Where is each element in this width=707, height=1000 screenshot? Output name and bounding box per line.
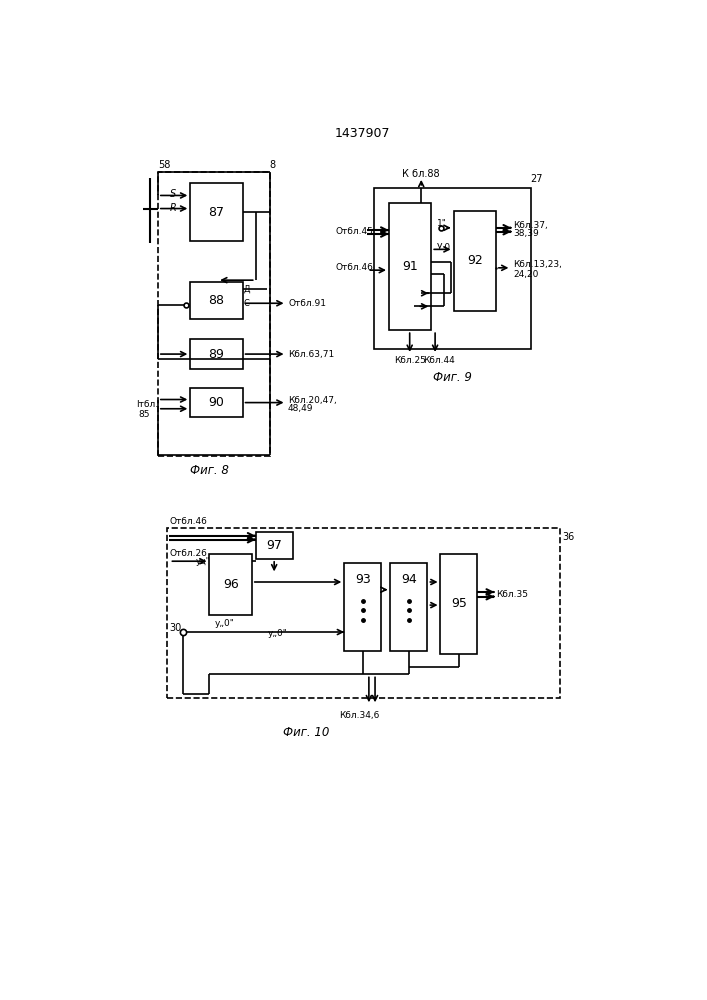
Bar <box>373 188 532 349</box>
Text: у„0": у„0" <box>215 619 235 628</box>
Text: R: R <box>170 203 177 213</box>
Text: Отбл.91: Отбл.91 <box>288 299 326 308</box>
Text: Кбл.37,: Кбл.37, <box>513 221 548 230</box>
Text: 92: 92 <box>467 254 483 267</box>
Bar <box>209 554 252 615</box>
Text: 90: 90 <box>209 396 224 409</box>
Bar <box>440 554 477 654</box>
Text: 48,49: 48,49 <box>288 404 313 413</box>
Text: 24,20: 24,20 <box>513 269 538 278</box>
Text: 94: 94 <box>401 573 417 586</box>
Text: 1437907: 1437907 <box>334 127 390 140</box>
Text: Фиг. 9: Фиг. 9 <box>433 371 472 384</box>
Text: 89: 89 <box>209 348 224 361</box>
Bar <box>158 172 269 456</box>
Bar <box>190 339 243 369</box>
Text: 27: 27 <box>530 174 542 184</box>
Text: Iтбл.: Iтбл. <box>136 400 158 409</box>
Text: 96: 96 <box>223 578 238 591</box>
Bar <box>190 388 243 417</box>
Text: 8: 8 <box>269 160 276 170</box>
Bar <box>256 532 293 559</box>
Text: Фиг. 10: Фиг. 10 <box>283 726 329 739</box>
Text: 1": 1" <box>437 219 447 228</box>
Text: 36: 36 <box>562 532 574 542</box>
Text: Отбл.45: Отбл.45 <box>335 227 373 236</box>
Bar <box>167 528 560 698</box>
Text: С: С <box>243 299 250 308</box>
Text: Кбл.20,47,: Кбл.20,47, <box>288 396 337 405</box>
Text: 30: 30 <box>170 623 182 633</box>
Text: 97: 97 <box>267 539 282 552</box>
Text: Отбл.26: Отбл.26 <box>170 549 207 558</box>
Text: 95: 95 <box>451 597 467 610</box>
Text: уц": уц" <box>196 557 210 566</box>
Text: 58: 58 <box>158 160 170 170</box>
Text: К бл.88: К бл.88 <box>402 169 440 179</box>
Text: 38,39: 38,39 <box>513 229 539 238</box>
Bar <box>389 203 431 330</box>
Bar <box>454 211 496 311</box>
Text: Отбл.46: Отбл.46 <box>335 263 373 272</box>
Text: Отбл.46: Отбл.46 <box>170 517 207 526</box>
Text: у„0": у„0" <box>267 629 287 638</box>
Text: Фиг. 8: Фиг. 8 <box>190 464 229 477</box>
Text: Кбл.13,23,: Кбл.13,23, <box>513 260 562 269</box>
Bar <box>190 183 243 241</box>
Text: 88: 88 <box>209 294 224 307</box>
Bar <box>190 282 243 319</box>
Text: 93: 93 <box>355 573 370 586</box>
Text: У.0: У.0 <box>437 243 451 252</box>
Text: Кбл.35: Кбл.35 <box>496 590 528 599</box>
Text: Кбл.25: Кбл.25 <box>395 356 426 365</box>
Bar <box>344 563 381 651</box>
Text: Кбл.63,71: Кбл.63,71 <box>288 350 334 359</box>
Text: S: S <box>170 189 177 199</box>
Text: Кбл.34,6: Кбл.34,6 <box>339 711 379 720</box>
Text: Кбл.44: Кбл.44 <box>423 356 455 365</box>
Text: 91: 91 <box>402 260 418 273</box>
Bar <box>390 563 428 651</box>
Text: 87: 87 <box>209 206 224 219</box>
Text: 85: 85 <box>139 410 150 419</box>
Text: Д: Д <box>243 285 250 294</box>
